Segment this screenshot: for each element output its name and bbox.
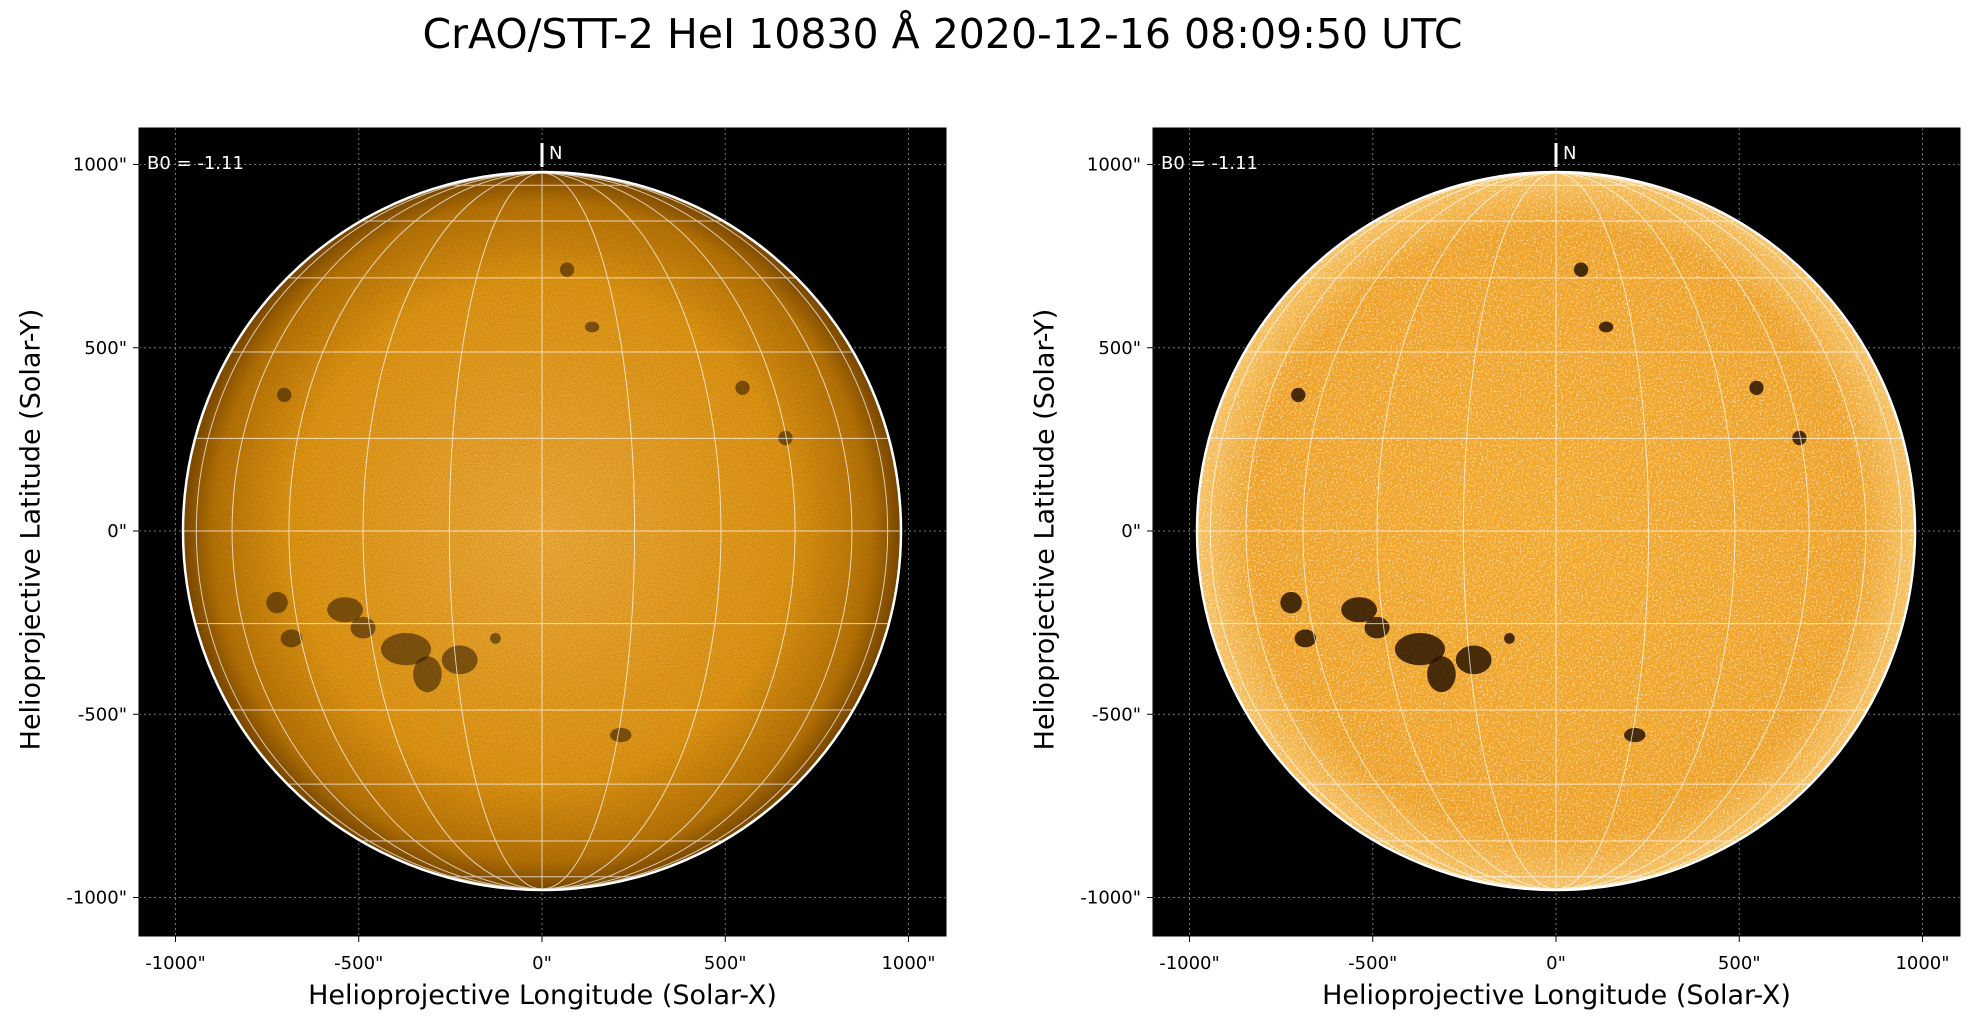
y-tick-label: -1000" (1080, 888, 1141, 909)
meridian-line (1209, 172, 1557, 890)
solar-limb (1195, 170, 1917, 892)
north-label: N (1563, 143, 1576, 164)
x-tick-label: -1000" (145, 953, 206, 974)
meridian-line (1302, 172, 1557, 890)
b0-label: B0 = -1.11 (147, 153, 244, 174)
dark-feature (327, 597, 363, 623)
x-axis-label: Helioprojective Longitude (Solar-X) (1322, 980, 1791, 1011)
x-tick-label: -500" (334, 953, 383, 974)
x-tick-label: 500" (1718, 953, 1761, 974)
meridian-line (541, 172, 722, 890)
dark-feature (441, 645, 478, 675)
solar-limb (181, 170, 903, 892)
dark-feature (1455, 645, 1492, 675)
dark-feature (413, 656, 442, 693)
meridian-line (1462, 172, 1557, 890)
meridian-line (448, 172, 543, 890)
y-tick-label: -1000" (66, 888, 127, 909)
dark-feature (380, 633, 432, 666)
meridian-line (1555, 172, 1810, 890)
meridian-line (1555, 172, 1867, 890)
north-label: N (549, 143, 562, 164)
y-tick-label: 500" (1098, 338, 1141, 359)
dark-feature (735, 380, 750, 395)
meridian-line (541, 172, 889, 890)
meridian-line (541, 172, 853, 890)
x-tick-label: 500" (704, 953, 747, 974)
dark-feature (1394, 633, 1446, 666)
figure-title: CrAO/STT-2 HeI 10830 Å 2020-12-16 08:09:… (422, 10, 1463, 58)
heliographic-grid (1198, 172, 1914, 890)
meridian-line (288, 172, 543, 890)
b0-label: B0 = -1.11 (1161, 153, 1258, 174)
x-tick-label: 1000" (881, 953, 935, 974)
dark-feature (1294, 629, 1317, 648)
dark-feature (1504, 633, 1515, 644)
dark-feature (280, 629, 303, 648)
y-tick-label: 1000" (73, 155, 127, 176)
y-tick-label: 500" (84, 338, 127, 359)
meridian-line (1245, 172, 1557, 890)
heliographic-grid (184, 172, 900, 890)
meridian-line (1555, 172, 1903, 890)
dark-feature (1749, 380, 1764, 395)
dark-feature (490, 633, 501, 644)
dark-feature (277, 387, 292, 403)
x-tick-label: 0" (532, 953, 552, 974)
dark-feature (1291, 387, 1306, 403)
y-tick-label: 1000" (1087, 155, 1141, 176)
dark-feature (1598, 321, 1614, 333)
dark-feature (1427, 656, 1456, 693)
dark-feature (584, 321, 600, 333)
x-tick-label: -500" (1348, 953, 1397, 974)
dark-feature (1341, 597, 1377, 623)
dark-feature (266, 591, 288, 614)
x-axis-label: Helioprojective Longitude (Solar-X) (308, 980, 777, 1011)
x-tick-label: -1000" (1159, 953, 1220, 974)
dark-feature (1624, 727, 1646, 743)
y-tick-label: -500" (78, 704, 127, 725)
dark-feature (1364, 616, 1390, 639)
meridian-line (362, 172, 543, 890)
meridian-line (231, 172, 543, 890)
x-tick-label: 0" (1546, 953, 1566, 974)
dark-feature (1280, 591, 1302, 614)
meridian-line (1376, 172, 1557, 890)
meridian-line (1555, 172, 1736, 890)
y-axis-label: Helioprojective Latitude (Solar-Y) (1029, 308, 1061, 751)
y-tick-label: 0" (107, 521, 127, 542)
meridian-line (195, 172, 543, 890)
meridian-line (541, 172, 636, 890)
y-tick-label: 0" (1121, 521, 1141, 542)
y-tick-label: -500" (1092, 704, 1141, 725)
meridian-line (541, 172, 796, 890)
meridian-line (1555, 172, 1650, 890)
dark-feature (1573, 262, 1589, 277)
dark-feature (610, 727, 632, 743)
dark-feature (559, 262, 575, 277)
x-tick-label: 1000" (1895, 953, 1949, 974)
